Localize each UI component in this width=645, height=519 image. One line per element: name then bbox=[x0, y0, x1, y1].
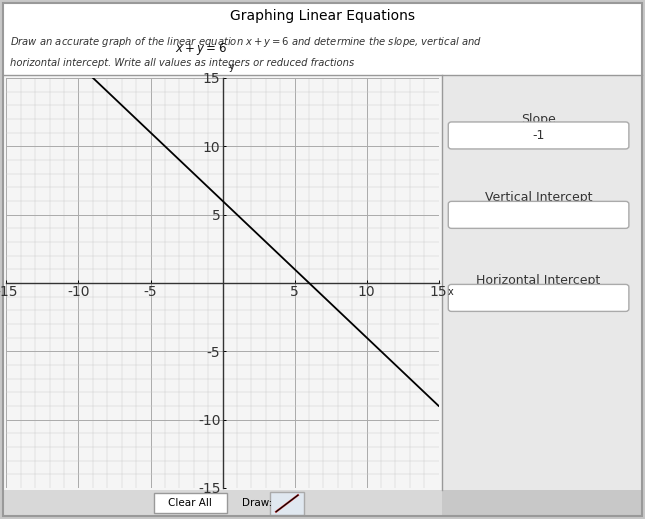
Bar bbox=[3, 75, 442, 490]
Bar bbox=[3, 490, 442, 516]
Text: Clear All: Clear All bbox=[168, 498, 212, 508]
Text: -1: -1 bbox=[532, 129, 545, 142]
Bar bbox=[442, 75, 642, 490]
Text: Draw an accurate graph of the linear equation $x + y = 6$ and determine the slop: Draw an accurate graph of the linear equ… bbox=[10, 35, 482, 48]
Text: Draw:: Draw: bbox=[242, 498, 272, 508]
Bar bbox=[3, 3, 642, 75]
Text: $x + y = 6$: $x + y = 6$ bbox=[175, 42, 227, 57]
Text: y: y bbox=[228, 62, 234, 72]
Text: Horizontal Intercept: Horizontal Intercept bbox=[477, 274, 600, 287]
Text: Graphing Linear Equations: Graphing Linear Equations bbox=[230, 9, 415, 22]
FancyBboxPatch shape bbox=[448, 284, 629, 311]
Text: horizontal intercept. Write all values as integers or reduced fractions: horizontal intercept. Write all values a… bbox=[10, 58, 354, 69]
Text: Slope: Slope bbox=[521, 113, 556, 126]
FancyBboxPatch shape bbox=[448, 122, 629, 149]
Text: Vertical Intercept: Vertical Intercept bbox=[485, 190, 592, 204]
FancyBboxPatch shape bbox=[270, 492, 304, 515]
FancyBboxPatch shape bbox=[448, 201, 629, 228]
Text: x: x bbox=[447, 288, 453, 297]
FancyBboxPatch shape bbox=[154, 493, 227, 513]
